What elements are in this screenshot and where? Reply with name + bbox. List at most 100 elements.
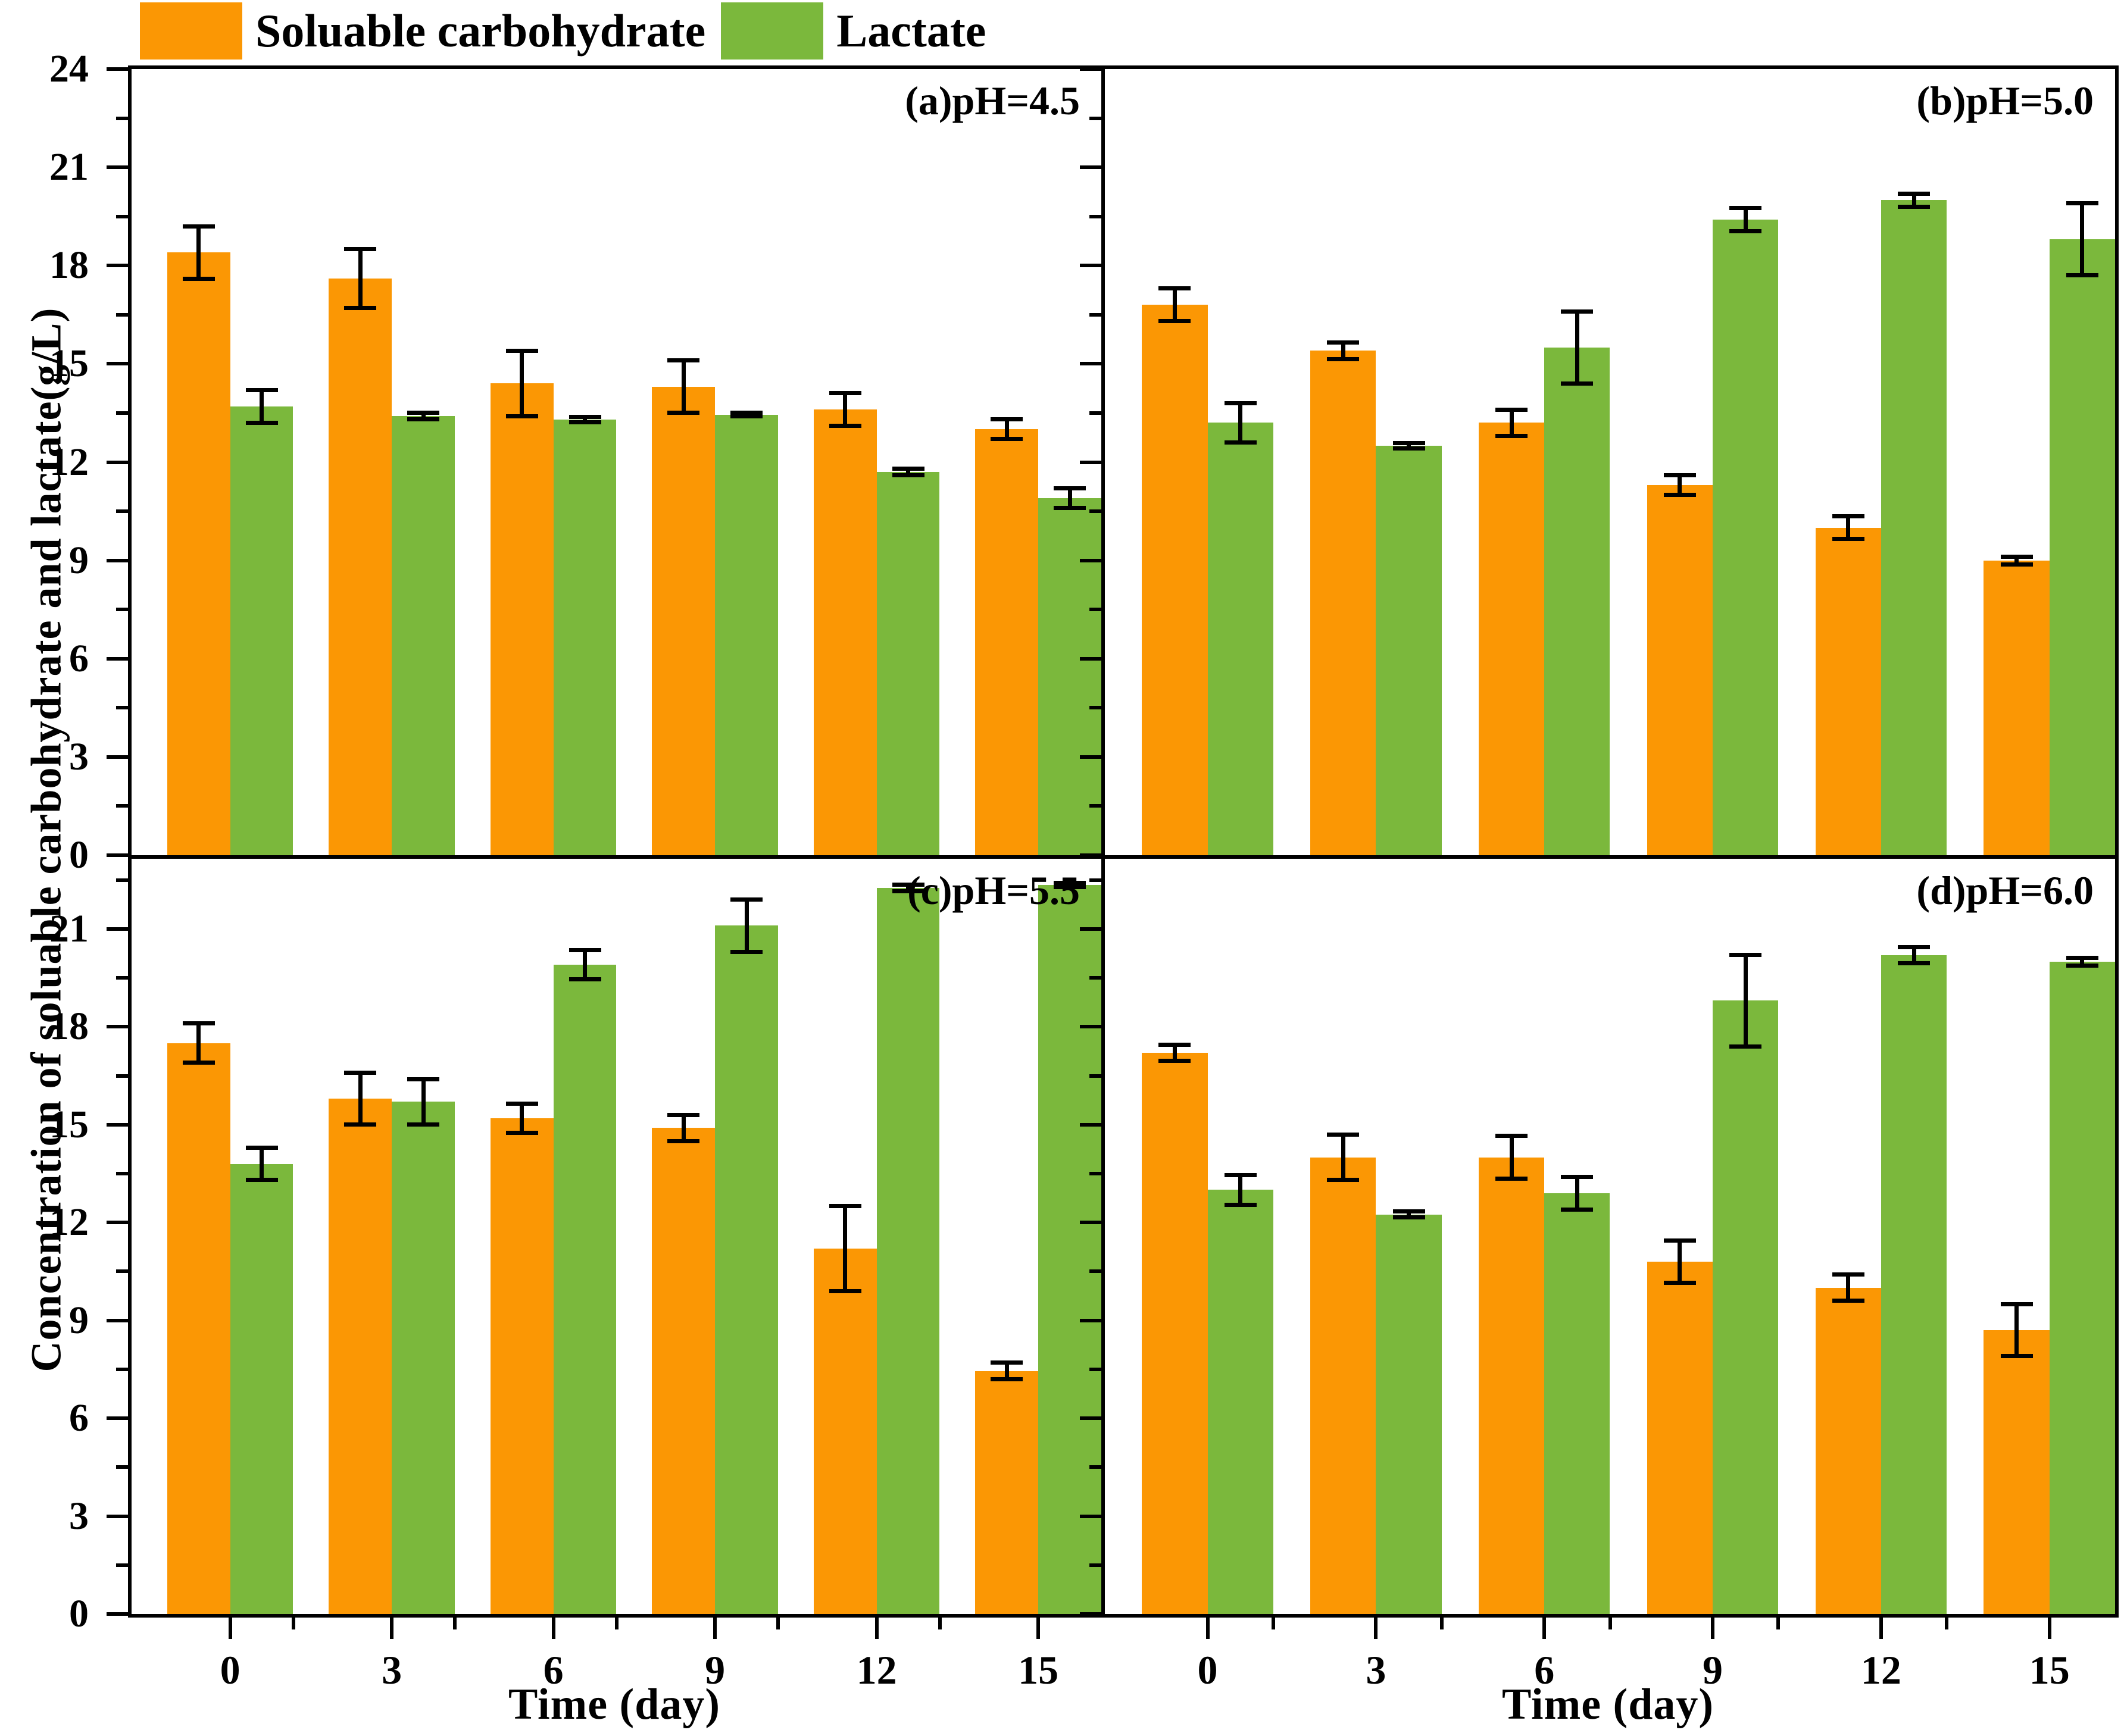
error-bar-cap (569, 977, 601, 982)
error-bar-cap (1224, 440, 1257, 445)
bar-soluable-carbohydrate (813, 409, 877, 855)
error-bar (358, 1072, 363, 1125)
bar-soluable-carbohydrate (1478, 1157, 1545, 1614)
error-bar-cap (730, 949, 763, 954)
bar-soluable-carbohydrate (490, 383, 554, 855)
bar-lactate (2049, 239, 2115, 855)
error-bar-cap (2000, 562, 2033, 567)
error-bar-cap (1832, 1272, 1864, 1277)
bar-lactate (1713, 220, 1779, 855)
error-bar-cap (344, 306, 377, 311)
x-major-tick (1879, 1618, 1883, 1639)
error-bar-cap (182, 1061, 215, 1065)
legend-item-soluable-carbohydrate: Soluable carbohydrate (140, 2, 705, 60)
y-tick-label: 12 (49, 440, 89, 484)
error-bar (1172, 1044, 1177, 1061)
bar-lactate (2049, 961, 2115, 1614)
y-minor-tick (1089, 411, 1101, 415)
error-bar-cap (344, 1070, 377, 1075)
error-bar (1341, 342, 1345, 359)
error-bar (2080, 958, 2085, 966)
error-bar-cap (1054, 881, 1086, 886)
y-major-tick (1080, 1025, 1101, 1029)
y-tick-label: 0 (69, 1592, 89, 1635)
y-tick-label: 18 (49, 243, 89, 287)
y-minor-tick (116, 1367, 128, 1371)
bar-lactate (392, 1102, 455, 1614)
panel-a-ph-4.5: (a)pH=4.5 0 3 6 9 12 15 18 21 24 (49, 47, 1105, 877)
error-bar-cap (730, 410, 763, 415)
error-bar-cap (829, 391, 861, 396)
x-minor-tick (1271, 1618, 1275, 1629)
bar-lactate (1038, 884, 1101, 1614)
y-major-tick (1080, 165, 1101, 170)
y-minor-tick (116, 1269, 128, 1274)
x-minor-tick (776, 1618, 780, 1629)
error-bar (1678, 475, 1682, 495)
error-bar (260, 1147, 264, 1180)
error-bar-cap (1054, 506, 1086, 511)
x-tick-label: 0 (1197, 1647, 1218, 1693)
y-minor-tick (1089, 1074, 1101, 1078)
bar-lactate (1544, 347, 1610, 855)
y-minor-tick (1089, 509, 1101, 514)
y-tick-label: 15 (49, 1102, 89, 1146)
x-major-tick (1542, 1618, 1547, 1639)
error-bar-cap (1158, 319, 1191, 324)
x-minor-tick (291, 1618, 295, 1629)
y-minor-tick (116, 608, 128, 612)
panel-d-plot-area: 0 3 6 9 12 15 (1080, 859, 2115, 1693)
y-tick-label: 21 (49, 906, 89, 950)
x-tick-label: 6 (543, 1647, 564, 1693)
bar-lactate (1038, 498, 1101, 855)
y-major-tick (107, 264, 128, 268)
bar-soluable-carbohydrate (1142, 1053, 1208, 1614)
error-bar-cap (1392, 1209, 1425, 1213)
bar-lactate (1881, 200, 1947, 855)
error-bar-cap (1224, 1202, 1257, 1207)
bar-soluable-carbohydrate (652, 386, 716, 855)
x-tick-label: 9 (1703, 1647, 1723, 1693)
y-major-tick (1080, 460, 1101, 464)
y-major-tick (107, 755, 128, 759)
bar-lactate (553, 419, 617, 855)
bar-soluable-carbohydrate (1815, 1287, 1881, 1614)
error-bar (1407, 1211, 1411, 1218)
y-major-tick (107, 1612, 128, 1616)
error-bar-cap (1663, 1238, 1696, 1243)
error-bar-cap (1898, 961, 1930, 965)
y-minor-tick (116, 509, 128, 514)
error-bar-cap (2066, 955, 2098, 960)
error-bar-cap (1158, 1042, 1191, 1047)
y-minor-tick (116, 1074, 128, 1078)
bar-soluable-carbohydrate (329, 1098, 392, 1614)
error-bar (1911, 947, 1916, 964)
y-minor-tick (1089, 706, 1101, 710)
y-major-tick (107, 362, 128, 366)
bar-soluable-carbohydrate (1142, 305, 1208, 855)
x-major-tick (1711, 1618, 1715, 1639)
error-bar-cap (1158, 286, 1191, 291)
y-major-tick (107, 1514, 128, 1518)
y-tick-label: 21 (49, 145, 89, 189)
y-minor-tick (1089, 1563, 1101, 1567)
bar-soluable-carbohydrate (1647, 485, 1713, 855)
error-bar-cap (2000, 1302, 2033, 1306)
error-bar-cap (829, 1204, 861, 1209)
bar-lactate (392, 416, 455, 855)
x-tick-label: 6 (1534, 1647, 1555, 1693)
y-major-tick (1080, 1221, 1101, 1225)
y-major-tick (1080, 656, 1101, 661)
x-minor-tick (1608, 1618, 1612, 1629)
error-bar (583, 950, 588, 980)
y-minor-tick (1089, 608, 1101, 612)
y-tick-label: 6 (69, 636, 89, 680)
error-bar-cap (1832, 514, 1864, 518)
error-bar-cap (1495, 433, 1528, 438)
y-minor-tick (1089, 976, 1101, 980)
error-bar (358, 249, 363, 308)
error-bar (906, 884, 911, 892)
error-bar (421, 412, 426, 420)
panel-c-plot-area: 0 3 6 9 12 15 18 21 0 3 6 9 12 15 (49, 859, 1101, 1693)
bar-lactate (715, 414, 778, 855)
